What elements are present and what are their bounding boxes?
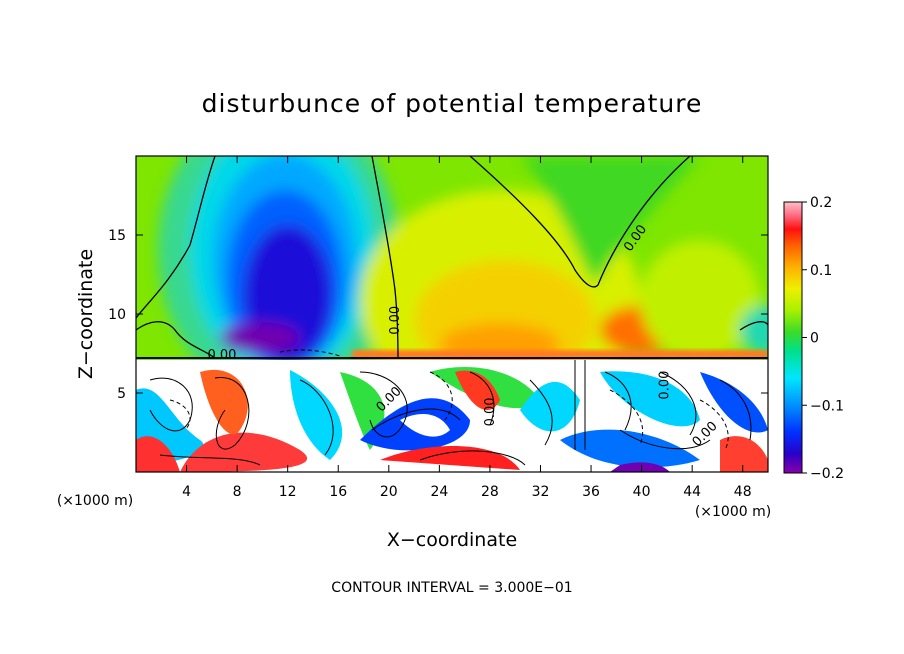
x-tick-label: 32 — [532, 484, 550, 500]
x-tick-label: 44 — [683, 484, 701, 500]
contour-label-text: 0.00 — [483, 397, 498, 426]
x-tick-label: 12 — [279, 484, 297, 500]
y-axis-label: Z−coordinate — [75, 249, 97, 379]
contour-label: 0.00 — [388, 306, 403, 335]
colorbar-tick-label: 0 — [810, 331, 819, 347]
x-tick-label: 36 — [582, 484, 600, 500]
contour-label: 0.00 — [483, 397, 498, 426]
colorbar: 0.2 0.1 0 −0.1 −0.2 — [783, 195, 844, 482]
x-tick-label: 28 — [481, 484, 499, 500]
lower-layer-field — [136, 367, 768, 472]
x-tick-label: 20 — [380, 484, 398, 500]
x-tick-label: 48 — [734, 484, 752, 500]
x-tick-label: 40 — [633, 484, 651, 500]
contour-label: 0.00 — [657, 371, 672, 400]
contour-interval-note: CONTOUR INTERVAL = 3.000E−01 — [331, 580, 572, 596]
y-axis: 5 10 15 — [108, 228, 768, 402]
chart-title: disturbunce of potential temperature — [202, 89, 703, 118]
dashed-contours — [169, 349, 729, 451]
colorbar-gradient — [783, 201, 803, 474]
contour-label-text: 0.00 — [657, 371, 672, 400]
colorbar-tick-label: −0.2 — [810, 466, 844, 482]
colorbar-tick-label: −0.1 — [810, 398, 844, 414]
x-unit-right: (×1000 m) — [695, 504, 771, 520]
x-tick-label: 24 — [430, 484, 448, 500]
x-axis: 4 8 12 16 20 24 28 32 36 40 44 48 — [182, 156, 752, 500]
x-unit-left: (×1000 m) — [57, 493, 133, 509]
contour-label: 0.00 — [207, 348, 236, 363]
y-tick-label: 15 — [108, 228, 126, 244]
contour-label-text: 0.00 — [388, 306, 403, 335]
interface-strip — [352, 350, 768, 359]
colorbar-tick-label: 0.2 — [810, 195, 832, 211]
colorbar-tick-label: 0.1 — [810, 263, 832, 279]
plot-area: 0.000.000.000.00 0.000.000.00 — [136, 156, 768, 472]
y-tick-label: 5 — [117, 386, 126, 402]
colorbar-ticks: 0.2 0.1 0 −0.1 −0.2 — [802, 195, 844, 482]
x-tick-label: 16 — [329, 484, 347, 500]
contour-label-text: 0.00 — [207, 348, 236, 363]
zero-contours — [136, 156, 768, 359]
x-tick-label: 4 — [182, 484, 191, 500]
upper-layer-field — [158, 156, 768, 410]
lower-contours — [149, 360, 752, 466]
x-axis-label: X−coordinate — [387, 529, 517, 551]
y-tick-label: 10 — [108, 307, 126, 323]
x-tick-label: 8 — [233, 484, 242, 500]
